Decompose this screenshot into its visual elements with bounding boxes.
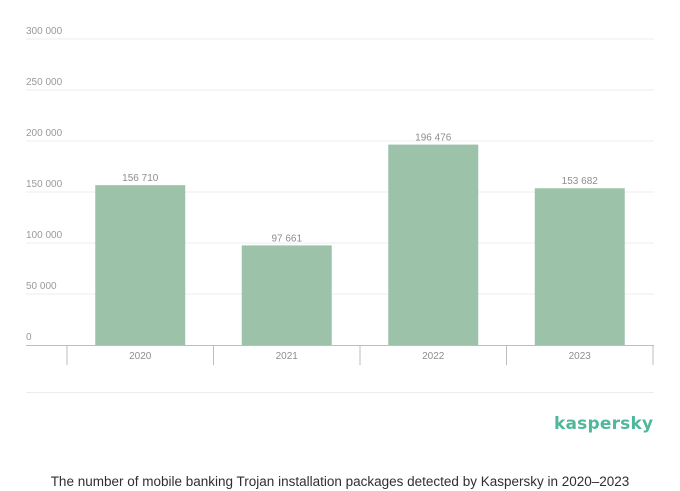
y-tick-label: 50 000 [26,281,57,292]
x-tick-label-2023: 2023 [569,351,592,362]
data-label-2021: 97 661 [271,233,302,244]
x-tick-label-2021: 2021 [276,351,299,362]
chart-caption: The number of mobile banking Trojan inst… [50,474,630,489]
data-label-2022: 196 476 [415,133,452,144]
y-tick-label: 250 000 [26,77,63,88]
x-axis: 2020 2021 2022 2023 [26,345,654,393]
bar-2021 [241,245,332,345]
bar-2020 [95,185,186,345]
y-axis-ticks: 0 50 000 100 000 150 000 200 000 250 000 300 0… [26,26,63,343]
bar-2023 [534,188,625,345]
data-label-2023: 153 682 [562,176,599,187]
data-labels: 156 710 97 661 196 476 153 682 [122,133,598,245]
x-tick-label-2022: 2022 [422,351,445,362]
bar-chart: 0 50 000 100 000 150 000 200 000 250 000 300 0… [26,26,654,393]
y-tick-label: 150 000 [26,179,63,190]
y-tick-label: 300 000 [26,26,63,37]
bars [95,144,625,345]
y-tick-label: 0 [26,332,32,343]
y-tick-label: 100 000 [26,230,63,241]
kaspersky-logo: kaspersky [554,414,654,434]
x-tick-label-2020: 2020 [129,351,152,362]
y-tick-label: 200 000 [26,128,63,139]
data-label-2020: 156 710 [122,173,159,184]
bar-2022 [388,144,479,345]
